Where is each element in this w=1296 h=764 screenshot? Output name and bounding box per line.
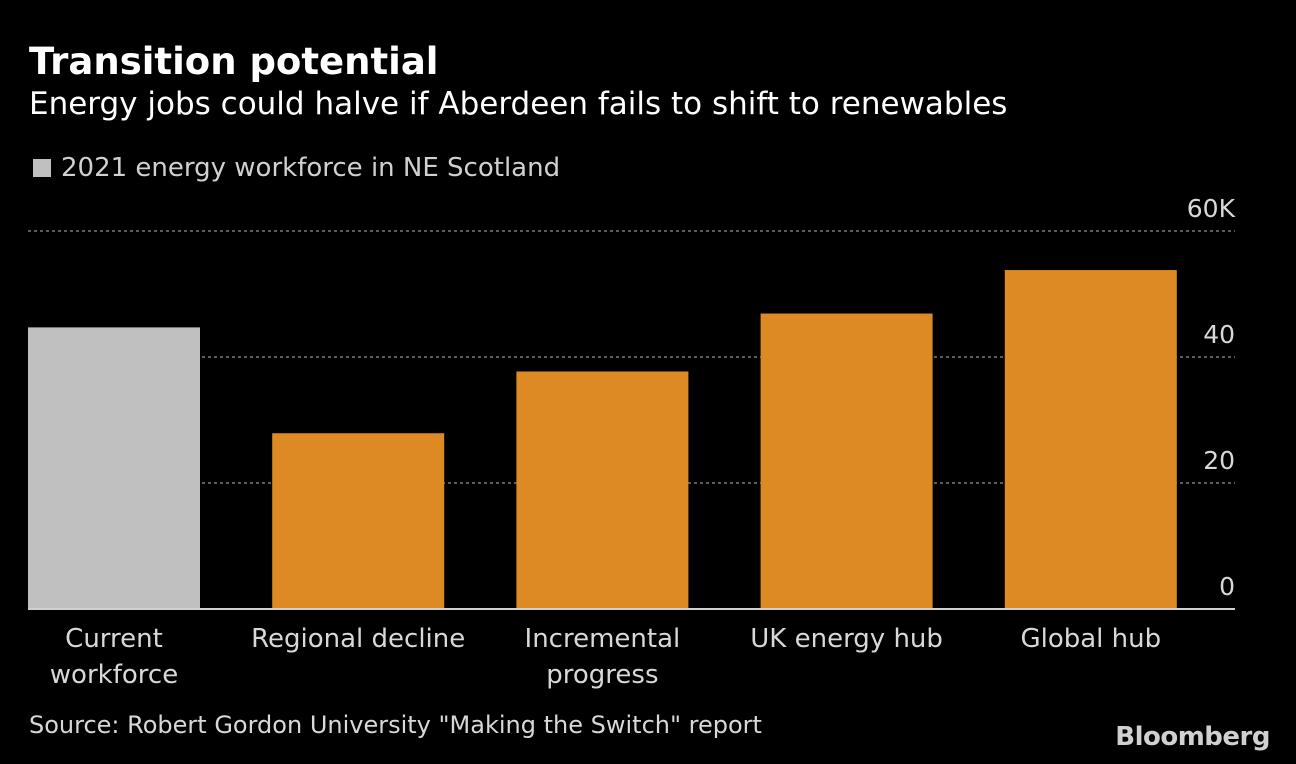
x-tick-label: UK energy hub [750,624,943,654]
chart-subtitle: Energy jobs could halve if Aberdeen fail… [29,86,1008,122]
x-tick-label: progress [546,660,658,690]
y-tick-label: 40 [1203,320,1235,349]
chart-title: Transition potential [29,40,439,83]
x-tick-label: Incremental [525,624,681,654]
legend-label: 2021 energy workforce in NE Scotland [61,153,561,183]
y-tick-label: 0 [1219,572,1235,601]
bar [1004,270,1177,609]
bar [28,327,200,609]
bloomberg-logo: Bloomberg [1115,722,1270,752]
legend: 2021 energy workforce in NE Scotland [33,153,560,183]
x-tick-label: Global hub [1020,624,1161,654]
bar [516,371,689,609]
y-tick-label: 60K [1187,194,1236,223]
x-tick-label: Regional decline [251,624,465,654]
bar [760,313,933,609]
x-tick-label: Current [65,624,163,654]
x-tick-label: workforce [50,660,178,690]
source-note: Source: Robert Gordon University "Making… [29,711,762,739]
legend-swatch [33,159,51,177]
bar [272,433,445,609]
y-tick-label: 20 [1203,446,1235,475]
